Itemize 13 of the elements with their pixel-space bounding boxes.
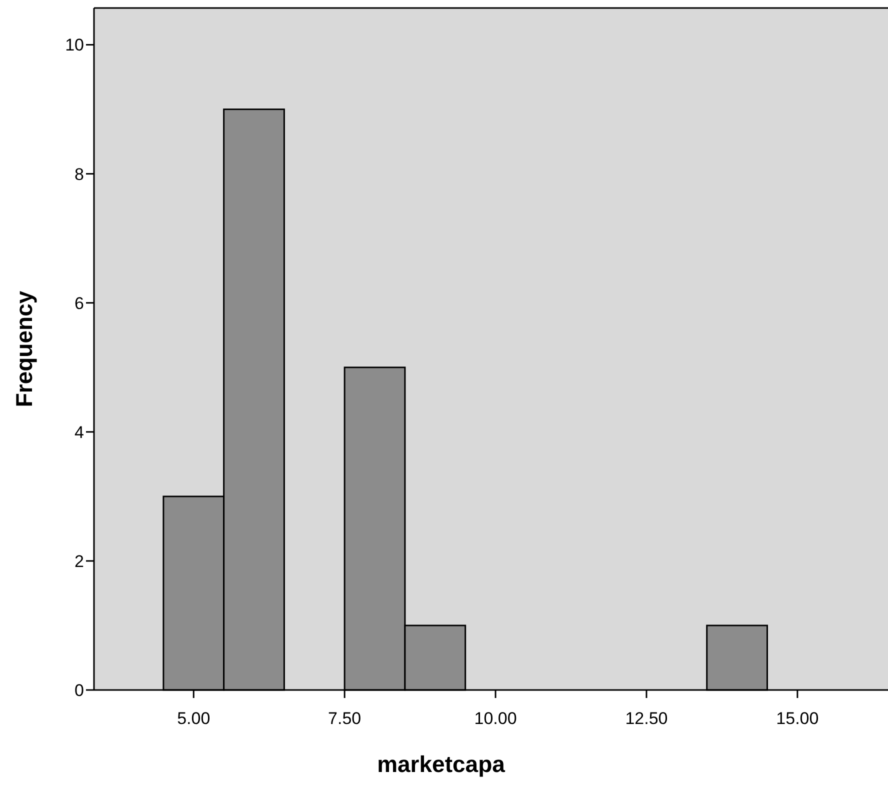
x-tick-label: 12.50 [625, 709, 668, 728]
y-tick-label: 2 [74, 552, 84, 571]
y-tick-label: 8 [74, 164, 84, 184]
x-tick-label: 7.50 [328, 709, 362, 728]
y-tick-label: 4 [74, 422, 84, 442]
y-tick-label: 6 [74, 294, 84, 313]
x-tick-label: 15.00 [776, 709, 819, 728]
x-tick-label: 5.00 [177, 709, 210, 728]
y-tick-label: 0 [74, 680, 84, 700]
x-axis-title: marketcapa [377, 751, 506, 777]
y-axis-title: Frequency [11, 290, 37, 408]
x-tick-label: 10.00 [474, 709, 517, 728]
y-tick-label: 10 [65, 36, 84, 55]
